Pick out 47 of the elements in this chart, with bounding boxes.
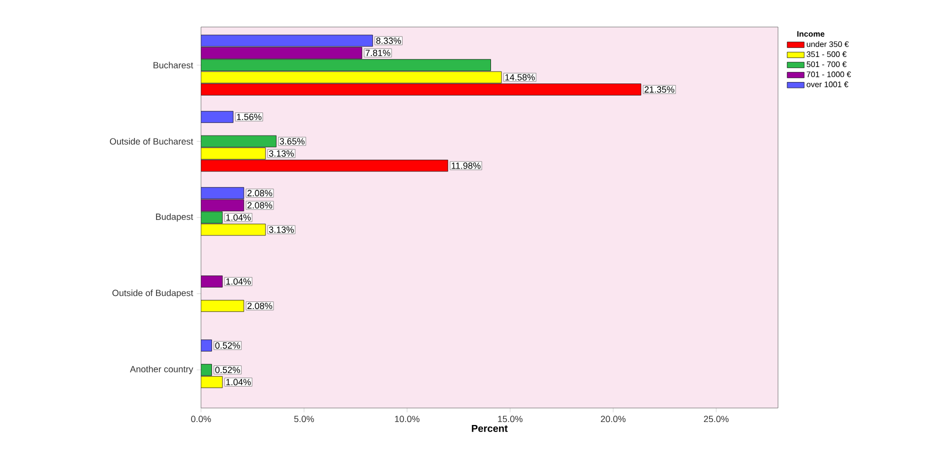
- data-label: 3.13%: [269, 226, 294, 233]
- bar: [201, 34, 373, 47]
- bar: [201, 276, 223, 288]
- data-label: 8.33%: [376, 38, 401, 44]
- bar: [201, 212, 223, 224]
- x-tick-label: 20.0%: [600, 416, 626, 422]
- bar: [201, 59, 491, 72]
- bar: [201, 199, 244, 212]
- data-label: 2.08%: [248, 190, 272, 196]
- y-tick-label: Bucharest: [154, 62, 194, 68]
- data-label: 21.35%: [644, 86, 674, 93]
- data-label: 1.04%: [226, 214, 251, 221]
- x-tick-label: 25.0%: [704, 416, 729, 422]
- data-label: 1.56%: [237, 114, 262, 120]
- y-tick-label: Outside of Bucharest: [110, 138, 194, 145]
- bar: [201, 187, 244, 200]
- y-tick-label: Outside of Budapest: [112, 290, 194, 298]
- data-label: 0.52%: [215, 342, 240, 349]
- data-label: 11.98%: [452, 162, 480, 169]
- bar: [201, 224, 266, 236]
- y-tick-label: Another country: [130, 366, 194, 374]
- x-tick-label: 5.0%: [294, 416, 314, 422]
- x-tick-label: 0.0%: [191, 416, 211, 422]
- bar: [201, 111, 234, 123]
- data-label: 0.52%: [215, 366, 240, 374]
- bar: [201, 340, 212, 352]
- data-label: 2.08%: [248, 302, 272, 310]
- data-label: 1.04%: [226, 278, 251, 285]
- data-label: 1.04%: [226, 378, 251, 386]
- data-label: 3.65%: [280, 138, 305, 144]
- bar: [201, 364, 212, 376]
- x-tick-label: 10.0%: [395, 416, 420, 422]
- data-label: 2.08%: [248, 202, 272, 208]
- bar: [201, 46, 362, 59]
- bar: [201, 376, 223, 388]
- bar: [201, 71, 502, 84]
- x-axis-title: Percent: [472, 424, 508, 432]
- bar: [201, 135, 276, 148]
- bar: [201, 160, 448, 172]
- data-label: 3.13%: [269, 150, 294, 157]
- data-label: 7.81%: [366, 50, 390, 56]
- bar: [201, 84, 642, 96]
- x-tick-label: 15.0%: [498, 416, 523, 422]
- bar: [201, 300, 244, 312]
- y-tick-label: Budapest: [156, 213, 194, 222]
- data-label: 14.58%: [505, 74, 535, 80]
- bar: [201, 148, 266, 160]
